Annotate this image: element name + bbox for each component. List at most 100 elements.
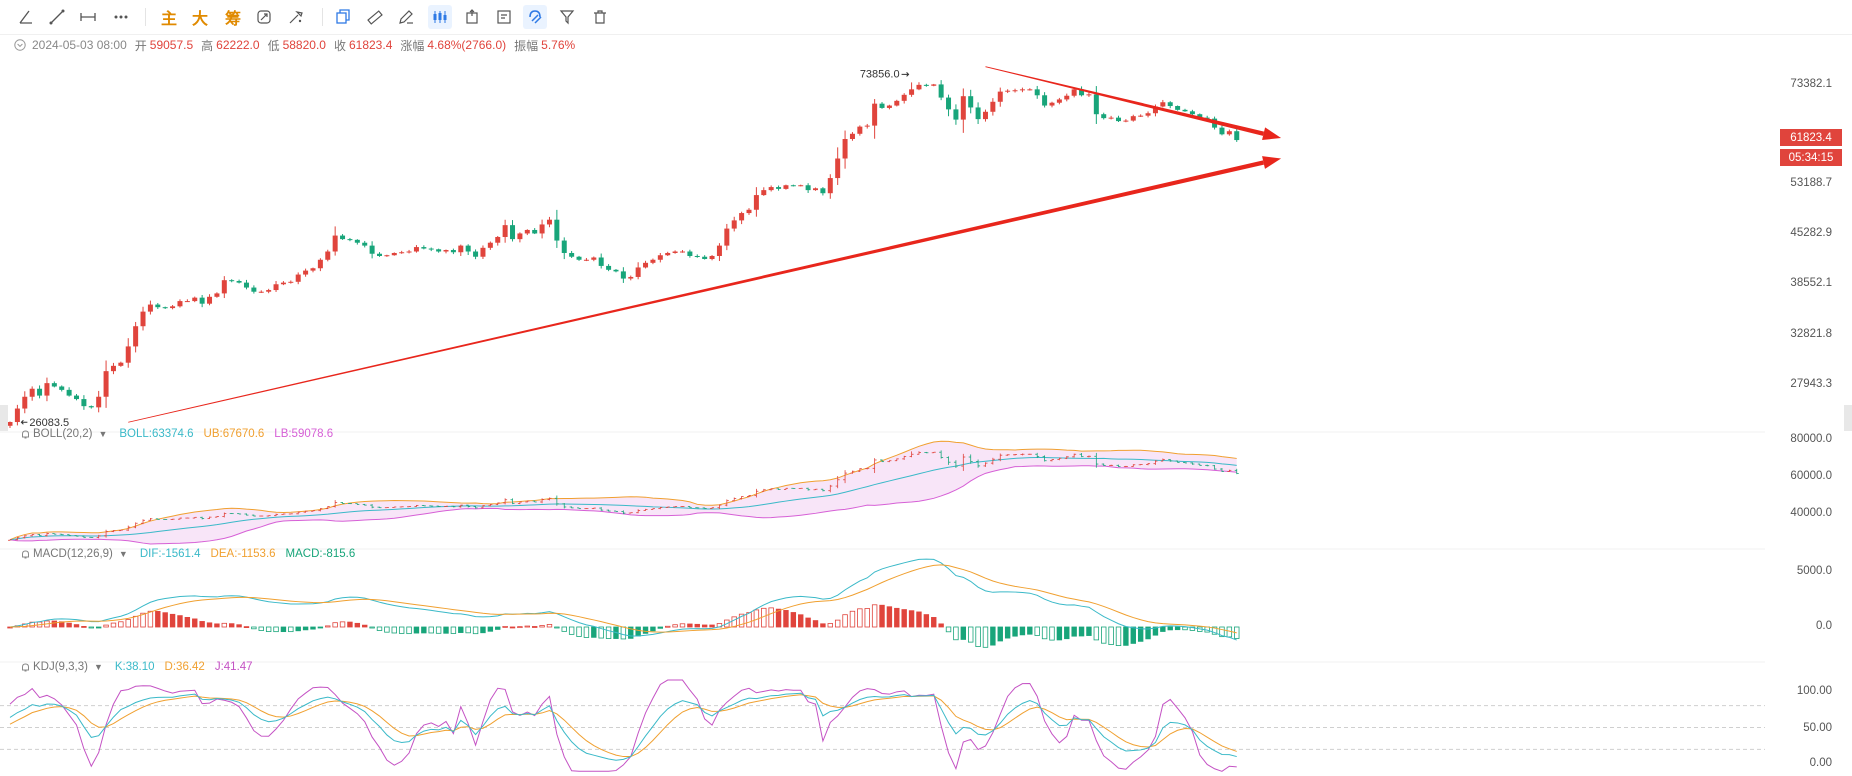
- candle: [421, 247, 427, 249]
- chevron-down-icon[interactable]: ▼: [118, 549, 128, 559]
- open-value: 59057.5: [149, 38, 194, 52]
- candle: [465, 245, 471, 252]
- candle: [354, 239, 360, 243]
- filter-icon[interactable]: [555, 5, 579, 29]
- candle: [694, 255, 700, 257]
- trash-icon[interactable]: [588, 5, 612, 29]
- candle: [990, 101, 996, 112]
- candle: [347, 239, 353, 241]
- macd-bar: [1086, 626, 1092, 636]
- ohlc-info-bar: 2024-05-03 08:00 开 59057.5 高 62222.0 低 5882…: [14, 36, 583, 54]
- marker-icon[interactable]: [460, 5, 484, 29]
- high-price-marker: 73856.0: [860, 68, 900, 80]
- macd-bar: [95, 626, 102, 629]
- macd-bar: [66, 622, 72, 628]
- macd-bar: [531, 626, 538, 628]
- right-edge-handle[interactable]: [1844, 405, 1852, 431]
- macd-bar: [916, 611, 922, 628]
- candle: [1116, 117, 1121, 122]
- note-icon[interactable]: [492, 5, 516, 29]
- candle: [886, 105, 892, 108]
- low-arrow-icon: [20, 419, 28, 425]
- macd-bar: [398, 626, 405, 634]
- candle: [510, 225, 516, 240]
- bell-icon[interactable]: [20, 549, 31, 560]
- candle: [1234, 131, 1240, 141]
- price-tick-label: 45282.9: [1790, 227, 1832, 239]
- macd-bar: [487, 626, 494, 632]
- macd-bar: [369, 626, 375, 629]
- macd-bar: [945, 626, 952, 633]
- candle: [37, 388, 43, 396]
- macd-dif-line: [9, 558, 1237, 641]
- boll-name[interactable]: BOLL(20,2): [33, 428, 93, 440]
- candle: [1167, 102, 1173, 107]
- chou-tool-button[interactable]: 筹: [221, 5, 245, 29]
- cycle-icon[interactable]: [252, 5, 276, 29]
- macd-bar: [140, 612, 146, 628]
- macd-bar: [842, 614, 848, 628]
- zhu-tool-button[interactable]: 主: [157, 5, 181, 29]
- chevron-down-icon[interactable]: ▼: [93, 662, 103, 672]
- copy-icon[interactable]: [331, 5, 355, 29]
- candle: [155, 304, 161, 308]
- high-label: 高: [201, 38, 214, 53]
- candle: [679, 251, 685, 253]
- candles-icon[interactable]: [428, 5, 452, 29]
- candle: [207, 296, 213, 304]
- candle: [628, 276, 634, 279]
- candle: [635, 267, 641, 277]
- brush-icon: [289, 11, 303, 24]
- macd-bar: [1019, 626, 1026, 636]
- macd-bar: [657, 626, 664, 629]
- boll-mid-value: BOLL:63374.6: [119, 428, 194, 440]
- candle: [96, 396, 102, 408]
- more-dots-icon[interactable]: [109, 5, 133, 29]
- magnet-icon[interactable]: [523, 5, 547, 29]
- macd-bar: [502, 625, 508, 628]
- candle: [221, 280, 227, 294]
- candle: [539, 224, 545, 234]
- candle: [872, 103, 878, 126]
- candle: [66, 389, 72, 396]
- macd-bar: [1145, 626, 1151, 640]
- pen-icon[interactable]: [394, 5, 418, 29]
- macd-bar: [458, 626, 464, 633]
- angle-tool-icon[interactable]: [14, 5, 38, 29]
- macd-bar: [428, 626, 434, 634]
- horizontal-ray-icon[interactable]: [76, 5, 100, 29]
- macd-bar: [1123, 626, 1129, 646]
- macd-bar: [509, 626, 516, 629]
- macd-name[interactable]: MACD(12,26,9): [33, 548, 113, 560]
- macd-bar: [931, 617, 937, 628]
- candle: [384, 255, 390, 257]
- candle: [857, 126, 863, 134]
- price-tick-label: 38552.1: [1790, 277, 1832, 289]
- trend-line-icon[interactable]: [45, 5, 69, 29]
- candle: [1093, 94, 1099, 115]
- macd-bar: [339, 621, 346, 628]
- chevron-down-icon[interactable]: ▼: [98, 429, 108, 439]
- boll-mid-line: [9, 456, 1237, 541]
- left-edge-handle[interactable]: [0, 405, 8, 431]
- da-tool-button[interactable]: 大: [188, 5, 212, 29]
- macd-bar: [583, 626, 590, 638]
- candle: [362, 242, 368, 246]
- macd-bar: [834, 619, 841, 628]
- boll-band-fill: [10, 441, 1237, 544]
- bell-icon[interactable]: [20, 429, 31, 440]
- kdj-j-line: [9, 679, 1237, 772]
- macd-bar: [576, 626, 582, 637]
- brush-icon[interactable]: [284, 5, 308, 29]
- candle: [81, 399, 87, 407]
- ruler-icon[interactable]: [363, 5, 387, 29]
- toolbar-separator: [322, 8, 323, 26]
- candle: [391, 252, 397, 256]
- candle: [243, 282, 249, 288]
- bell-icon[interactable]: [20, 662, 31, 673]
- macd-bar: [354, 622, 361, 628]
- collapse-toggle-icon[interactable]: [14, 39, 26, 51]
- candle: [753, 195, 759, 210]
- kdj-name[interactable]: KDJ(9,3,3): [33, 661, 88, 673]
